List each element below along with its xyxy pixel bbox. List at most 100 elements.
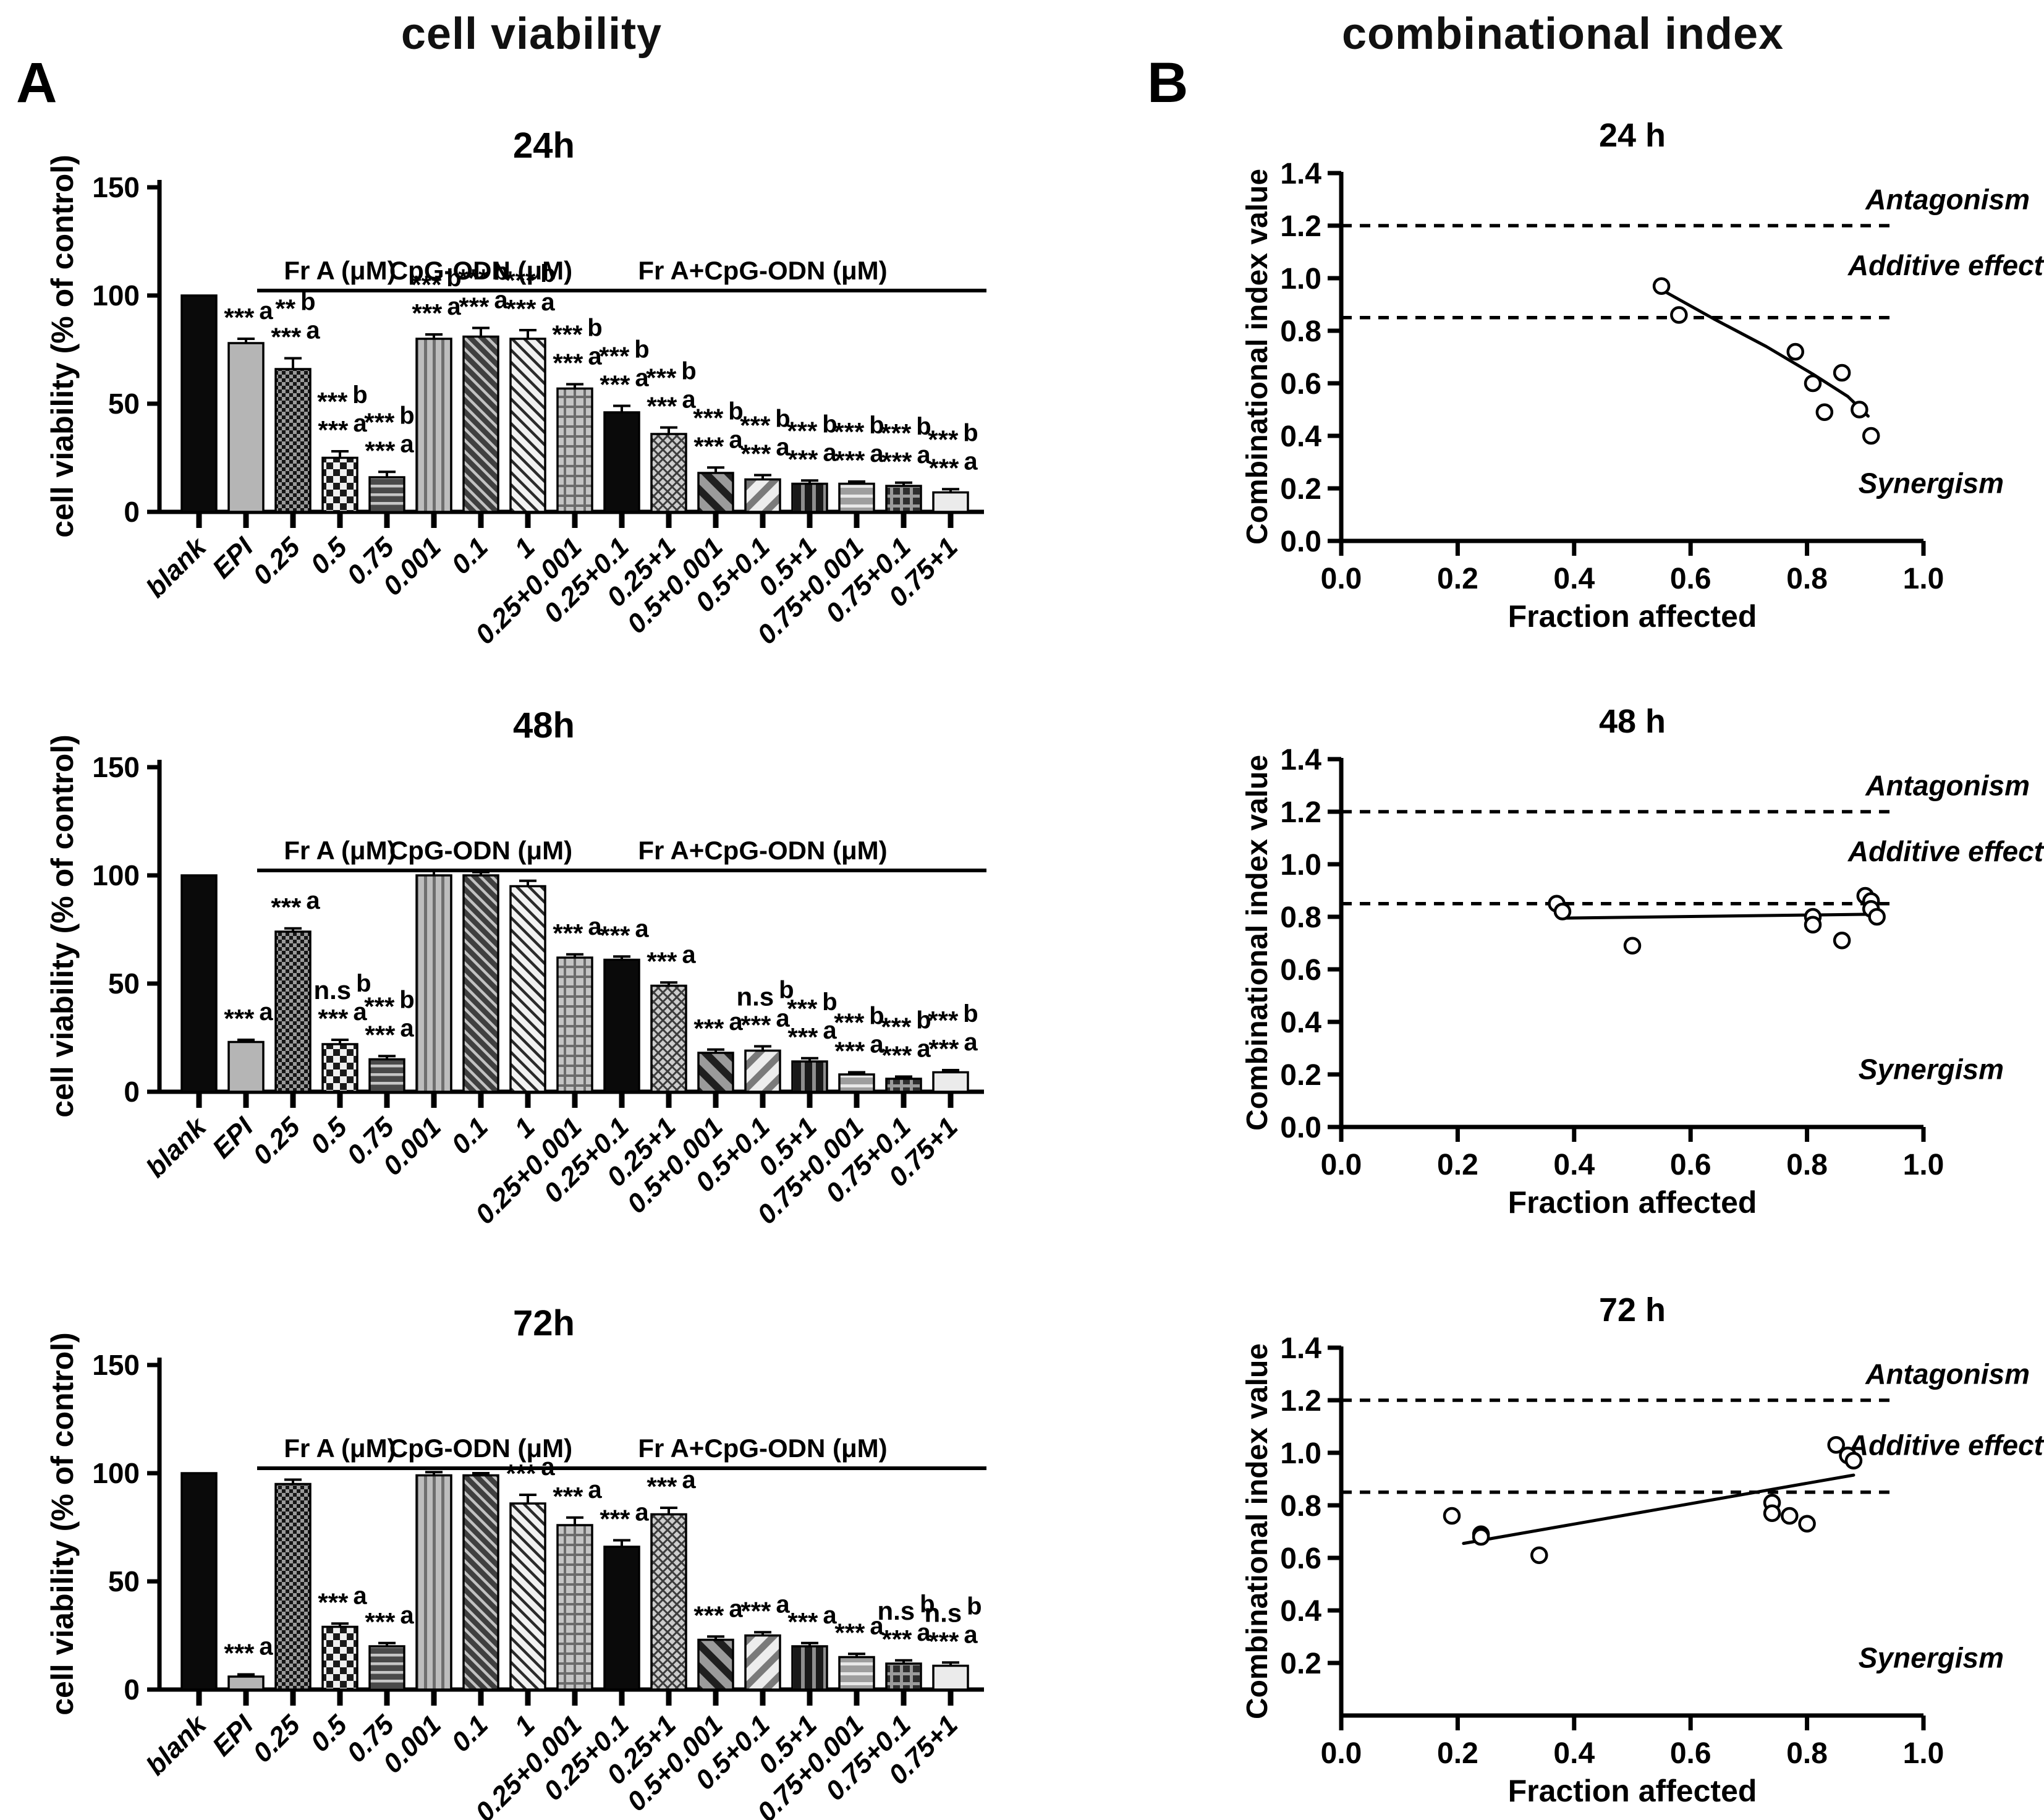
bar-0.5+1: [791, 482, 828, 513]
y-tick-label: 0.8: [1280, 1490, 1321, 1523]
axes: [1339, 1346, 1923, 1718]
error-bar: [707, 466, 724, 473]
y-tick-label: 0.8: [1280, 315, 1321, 348]
significance-annotation: *** a: [600, 915, 649, 950]
scatter-point: [1781, 1507, 1799, 1525]
y-tick-label: 150: [92, 1349, 140, 1381]
bar-0.001: [415, 874, 452, 1093]
significance-annotation: *** a: [881, 441, 931, 476]
panel-b-label: B: [1147, 51, 1189, 114]
x-tick-label: EPI: [206, 1709, 259, 1762]
significance-annotation: *** b: [599, 336, 649, 371]
significance-annotation: *** a: [787, 1602, 837, 1636]
significance-annotation: *** a: [224, 1633, 273, 1668]
error-bar: [613, 1539, 630, 1547]
bar-0.75+1: [932, 491, 969, 513]
significance-annotation: *** a: [553, 343, 602, 378]
error-bar: [472, 326, 490, 337]
y-tick-label: 0: [124, 496, 140, 528]
x-tick-label: 0.6: [1670, 1737, 1711, 1770]
panel-b-title: combinational index: [1341, 9, 1784, 59]
error-bar: [660, 981, 677, 986]
group-header-label: Fr A+CpG-ODN (μM): [638, 256, 887, 285]
y-tick-label: 0.2: [1280, 1648, 1321, 1680]
bar-0.5+1: [791, 1060, 828, 1093]
bar-0.5+0.1: [744, 1634, 781, 1691]
y-tick-label: 1.4: [1280, 158, 1321, 190]
chart-title: 48 h: [1599, 703, 1666, 740]
error-bar: [284, 357, 302, 369]
y-axis-label: Combinational index value: [1241, 169, 1274, 545]
error-bar: [895, 481, 912, 486]
bar-1: [509, 338, 546, 513]
y-tick-label: 0.0: [1280, 525, 1321, 558]
y-tick-label: 0.2: [1280, 1059, 1321, 1092]
scatter-point: [1844, 1452, 1863, 1469]
error-bar: [519, 1494, 536, 1503]
error-bar: [613, 404, 630, 412]
x-tick-label: 0.0: [1321, 1149, 1362, 1181]
x-axis-label: Fraction affected: [1508, 599, 1757, 634]
bar-chart-48h: 48h 0 50 100 150 cell viability (% of control…: [45, 705, 986, 1230]
significance-annotation: *** a: [365, 1602, 414, 1636]
scatter-point: [1763, 1504, 1781, 1522]
y-tick-label: 0.4: [1280, 1006, 1321, 1039]
significance-annotation: *** b: [740, 406, 790, 440]
y-tick-label: 1.0: [1280, 849, 1321, 882]
scatter-point: [1827, 1436, 1845, 1454]
error-bar: [895, 1659, 912, 1664]
bar-0.1: [462, 335, 499, 513]
bar-0.5+0.1: [744, 1049, 781, 1093]
error-bar: [425, 1471, 443, 1476]
significance-annotation: n.s b: [736, 977, 794, 1011]
bar-0.25+0.1: [603, 411, 640, 513]
scatter-point: [1623, 937, 1642, 955]
bar-chart-24h: 24h 0 50 100 150 cell viability (% of control…: [45, 125, 986, 650]
error-bar: [801, 479, 818, 484]
y-tick-label: 0.6: [1280, 954, 1321, 987]
chart-title: 72h: [513, 1303, 575, 1343]
significance-annotation: *** a: [365, 1014, 414, 1049]
y-tick-label: 50: [108, 967, 140, 1000]
scatter-point: [1868, 908, 1886, 926]
y-tick-label: 1.2: [1280, 210, 1321, 243]
significance-annotation: *** a: [412, 293, 461, 328]
error-bar: [660, 426, 677, 434]
error-bar: [566, 383, 583, 389]
error-bar: [519, 879, 536, 887]
significance-annotation: *** a: [834, 1031, 884, 1066]
trend-line: [1663, 289, 1870, 418]
y-axis-label: cell viability (% of control): [45, 734, 80, 1118]
bar-0.1: [462, 874, 499, 1093]
error-bar: [331, 450, 349, 458]
bar-blank: [180, 874, 218, 1093]
error-bar: [378, 470, 396, 477]
bar-0.5+0.001: [697, 1052, 734, 1093]
scatter-point: [1804, 916, 1822, 933]
region-label: Additive effect: [1847, 1429, 2044, 1461]
y-tick-label: 100: [92, 859, 140, 891]
bar-0.25+1: [650, 984, 687, 1093]
scatter-point: [1472, 1528, 1490, 1546]
x-tick-label: 0.4: [1553, 563, 1595, 595]
y-tick-label: 1.4: [1280, 1332, 1321, 1365]
error-bar: [848, 1071, 865, 1074]
bar-chart-72h: 72h 0 50 100 150 cell viability (% of control…: [45, 1303, 986, 1820]
y-tick-label: 1.4: [1280, 744, 1321, 776]
scatter-point: [1652, 277, 1671, 295]
significance-annotation: *** a: [365, 430, 414, 465]
x-tick-label: 1: [509, 1709, 541, 1741]
scatter-chart-48h: 48 h 0.0 0.2 0.4 0.6 0.8 1.0 1.2 1.4 0.0 0.2 0.4 0.6…: [1241, 703, 2044, 1220]
scatter-point: [1851, 401, 1868, 419]
significance-annotation: *** b: [411, 265, 461, 299]
x-tick-label: 0.1: [446, 1112, 494, 1160]
x-tick-label: 0.4: [1553, 1737, 1595, 1770]
y-axis-label: cell viability (% of control): [45, 155, 80, 538]
y-axis-label: cell viability (% of control): [45, 1332, 80, 1716]
error-bar: [472, 870, 490, 875]
bar-blank: [180, 294, 218, 513]
significance-annotation: *** a: [600, 1499, 649, 1534]
error-bar: [378, 1055, 396, 1060]
significance-annotation: *** a: [693, 426, 743, 461]
significance-annotation: *** b: [317, 381, 367, 416]
